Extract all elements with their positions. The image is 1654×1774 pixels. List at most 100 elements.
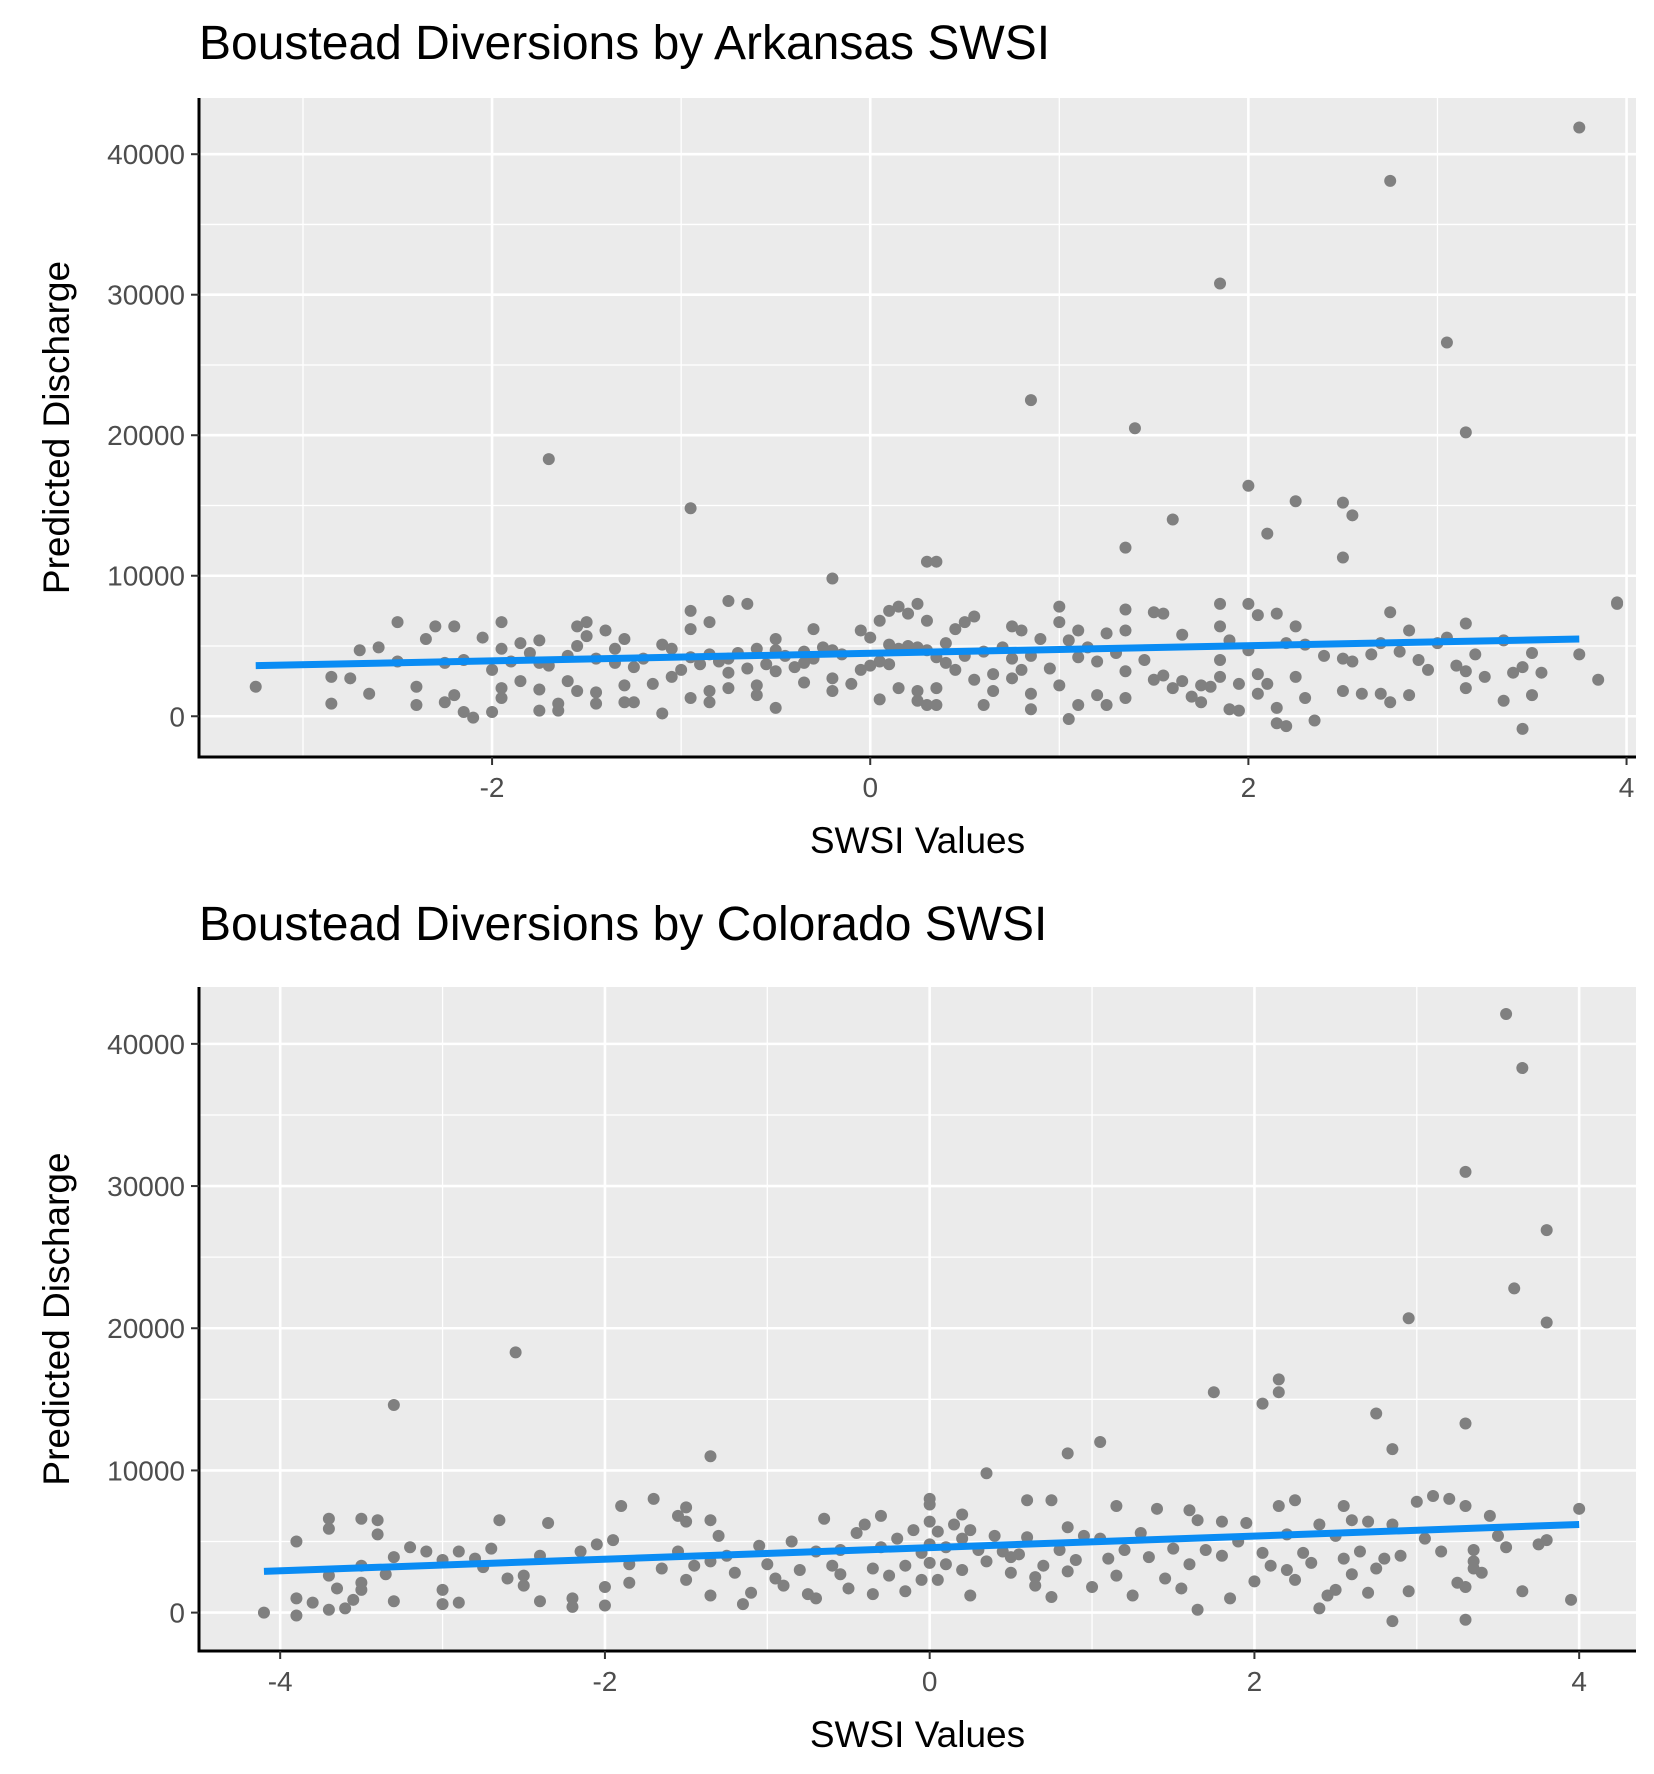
data-point <box>854 624 867 637</box>
data-point <box>703 616 716 629</box>
data-point <box>387 1551 400 1564</box>
data-point <box>842 1582 855 1595</box>
data-point <box>1459 1499 1472 1512</box>
data-point <box>1346 655 1359 668</box>
x-tick-label: -2 <box>592 1666 617 1697</box>
data-point <box>571 620 584 633</box>
data-point <box>1251 668 1264 681</box>
data-point <box>339 1602 352 1615</box>
data-point <box>750 679 763 692</box>
data-point <box>1061 1447 1074 1460</box>
data-point <box>793 1563 806 1576</box>
data-point <box>1386 1615 1399 1628</box>
data-point <box>1459 665 1472 678</box>
data-point <box>1062 713 1075 726</box>
data-point <box>1565 1593 1578 1606</box>
chart-title: Boustead Diversions by Arkansas SWSI <box>199 17 1051 70</box>
data-point <box>1185 690 1198 703</box>
axes <box>191 987 1636 1659</box>
data-point <box>1370 1562 1383 1575</box>
data-point <box>1118 1544 1131 1557</box>
data-point <box>1119 541 1132 554</box>
data-point <box>656 638 669 651</box>
data-point <box>1061 1565 1074 1578</box>
data-point <box>1128 422 1141 435</box>
data-point <box>608 642 621 655</box>
data-point <box>1157 607 1170 620</box>
data-point <box>1305 1556 1318 1569</box>
data-point <box>290 1592 303 1605</box>
data-point <box>517 1579 530 1592</box>
data-point <box>785 1535 798 1548</box>
data-point <box>1308 714 1321 727</box>
data-point <box>476 631 489 644</box>
data-point <box>1443 1492 1456 1505</box>
data-point <box>1126 1589 1139 1602</box>
data-point <box>741 597 754 610</box>
data-point <box>404 1541 417 1554</box>
data-point <box>850 1526 863 1539</box>
data-point <box>1403 689 1416 702</box>
data-point <box>665 670 678 683</box>
data-point <box>322 1522 335 1535</box>
data-point <box>1176 675 1189 688</box>
data-point <box>1166 513 1179 526</box>
data-point <box>1015 624 1028 637</box>
data-point <box>1094 1435 1107 1448</box>
data-point <box>495 642 508 655</box>
data-point <box>1289 620 1302 633</box>
data-point <box>1261 677 1274 690</box>
data-point <box>391 616 404 629</box>
data-point <box>580 616 593 629</box>
data-point <box>1166 682 1179 695</box>
data-point <box>1251 687 1264 700</box>
y-tick-label: 0 <box>169 701 185 732</box>
axes <box>191 98 1636 765</box>
data-point <box>598 1599 611 1612</box>
trend-line <box>263 1520 1580 1575</box>
data-point <box>656 707 669 720</box>
data-point <box>1248 1575 1261 1588</box>
data-point <box>1232 704 1245 717</box>
data-point <box>956 1508 969 1521</box>
data-point <box>1337 1552 1350 1565</box>
data-point <box>1384 696 1397 709</box>
data-point <box>899 1585 912 1598</box>
data-point <box>514 637 527 650</box>
data-point <box>1289 670 1302 683</box>
data-point <box>353 644 366 657</box>
data-point <box>964 1524 977 1537</box>
data-point <box>902 607 915 620</box>
data-point <box>438 696 451 709</box>
data-point <box>1214 620 1227 633</box>
data-point <box>1119 603 1132 616</box>
data-point <box>688 1559 701 1572</box>
data-point <box>826 572 839 585</box>
data-point <box>736 1598 749 1611</box>
x-axis-title: SWSI Values <box>810 1714 1025 1755</box>
y-tick-label: 20000 <box>107 420 185 451</box>
data-point <box>1573 121 1586 134</box>
data-point <box>703 684 716 697</box>
data-point <box>1362 1515 1375 1528</box>
data-point <box>1386 1443 1399 1456</box>
data-point <box>1336 652 1349 665</box>
data-point <box>1195 696 1208 709</box>
data-point <box>1497 694 1510 707</box>
data-point <box>1280 720 1293 733</box>
data-point <box>1167 1542 1180 1555</box>
data-point <box>257 1606 270 1619</box>
data-point <box>1272 1373 1285 1386</box>
data-point <box>1526 647 1539 660</box>
data-point <box>1191 1514 1204 1527</box>
data-point <box>509 1346 522 1359</box>
data-point <box>873 693 886 706</box>
data-point <box>1062 634 1075 647</box>
data-point <box>1370 1407 1383 1420</box>
y-tick-label: 40000 <box>107 139 185 170</box>
data-point <box>931 1573 944 1586</box>
data-point <box>448 689 461 702</box>
data-point <box>379 1568 392 1581</box>
data-point <box>1024 703 1037 716</box>
data-point <box>1256 1397 1269 1410</box>
